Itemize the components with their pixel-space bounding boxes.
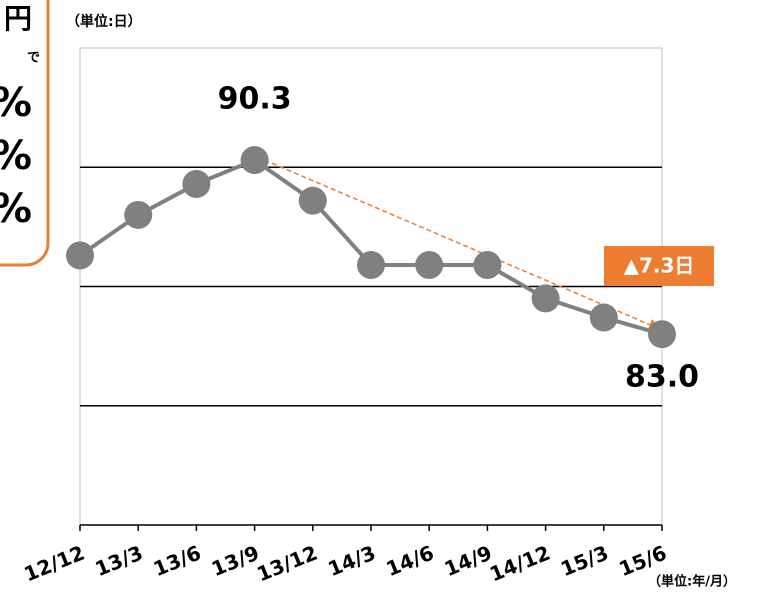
- x-tick-label: 14/12: [486, 540, 553, 586]
- series-line: [78, 157, 663, 337]
- x-tick-label: 14/3: [324, 540, 378, 581]
- x-tick-label: 12/12: [21, 540, 88, 586]
- point: [531, 284, 560, 313]
- side-panel: [0, 0, 50, 267]
- x-tick-label: 14/9: [441, 540, 495, 581]
- point: [415, 251, 444, 280]
- point: [357, 251, 385, 280]
- x-tick-label: 14/6: [383, 540, 437, 581]
- side-text: 円: [4, 2, 32, 35]
- side-text: で: [27, 51, 40, 66]
- x-tick-label: 15/3: [557, 540, 611, 581]
- side-text: %: [0, 186, 32, 232]
- x-unit: （単位:年/月）: [648, 574, 736, 590]
- peak-label: 90.3: [218, 82, 292, 117]
- last-label: 83.0: [625, 360, 699, 395]
- change-box: [604, 246, 714, 286]
- point: [648, 320, 676, 349]
- side-text: %: [0, 133, 32, 179]
- point: [473, 251, 502, 280]
- x-tick-label: 13/6: [150, 540, 204, 581]
- point: [66, 241, 94, 270]
- point: [589, 303, 618, 332]
- x-tick-label: 13/3: [92, 540, 146, 581]
- point: [124, 200, 153, 229]
- change-label: ▲7.3日: [624, 254, 695, 278]
- side-text: %: [0, 80, 32, 126]
- x-tick-label: 13/9: [208, 540, 262, 581]
- point: [240, 146, 269, 175]
- point: [182, 169, 211, 198]
- x-tick-label: 13/12: [253, 540, 320, 586]
- y-unit: （単位:日）: [66, 13, 142, 30]
- point: [298, 186, 327, 215]
- trend-arrow: [264, 159, 661, 331]
